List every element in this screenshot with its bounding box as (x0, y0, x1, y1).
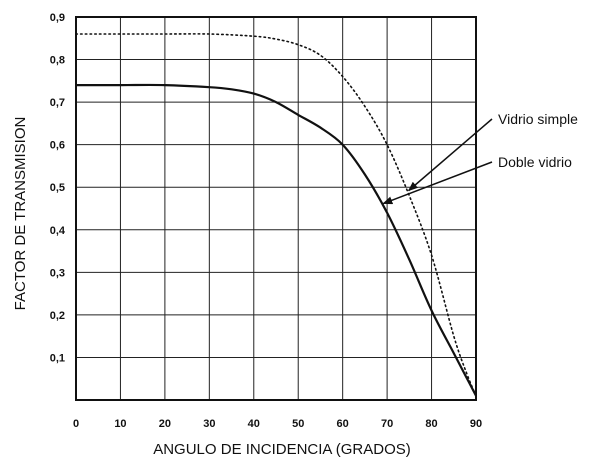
x-tick-label: 70 (381, 418, 393, 430)
x-tick-label: 80 (425, 418, 437, 430)
x-tick-label: 90 (470, 418, 482, 430)
vidrio-simple-line (75, 33, 477, 397)
doble-vidrio-line (76, 83, 477, 397)
y-tick-label: 0,8 (50, 55, 65, 67)
x-tick-label: 30 (203, 418, 215, 430)
y-tick-label: 0,9 (50, 12, 65, 24)
y-tick-label: 0,2 (50, 310, 65, 322)
annotation-label: Doble vidrio (498, 154, 572, 170)
y-tick-label: 0,7 (50, 97, 65, 109)
x-tick-label: 40 (248, 418, 260, 430)
y-axis-title: FACTOR DE TRANSMISION (12, 117, 29, 311)
x-tick-label: 60 (337, 418, 349, 430)
y-tick-label: 0,4 (50, 225, 66, 237)
annotation-arrow (382, 161, 493, 205)
x-tick-label: 0 (73, 418, 79, 430)
x-tick-labels: 0 10 20 30 40 50 60 70 80 90 (73, 418, 482, 430)
x-axis-title: ANGULO DE INCIDENCIA (GRADOS) (153, 441, 411, 458)
y-tick-label: 0,6 (50, 140, 65, 152)
y-tick-labels: 0,1 0,2 0,3 0,4 0,5 0,6 0,7 0,8 0,9 (50, 12, 66, 364)
annotation-label: Vidrio simple (498, 111, 578, 127)
plot-frame (75, 16, 477, 401)
series-lines (75, 33, 477, 397)
vertical-gridlines (119, 17, 433, 400)
y-tick-label: 0,3 (50, 267, 65, 279)
y-tick-label: 0,5 (50, 182, 65, 194)
x-tick-label: 10 (114, 418, 126, 430)
annotation-arrow (407, 118, 493, 192)
horizontal-gridlines (76, 59, 476, 358)
y-tick-label: 0,1 (50, 352, 65, 364)
annotations: Vidrio simple Doble vidrio (382, 111, 578, 205)
x-tick-label: 50 (292, 418, 304, 430)
x-tick-label: 20 (159, 418, 171, 430)
